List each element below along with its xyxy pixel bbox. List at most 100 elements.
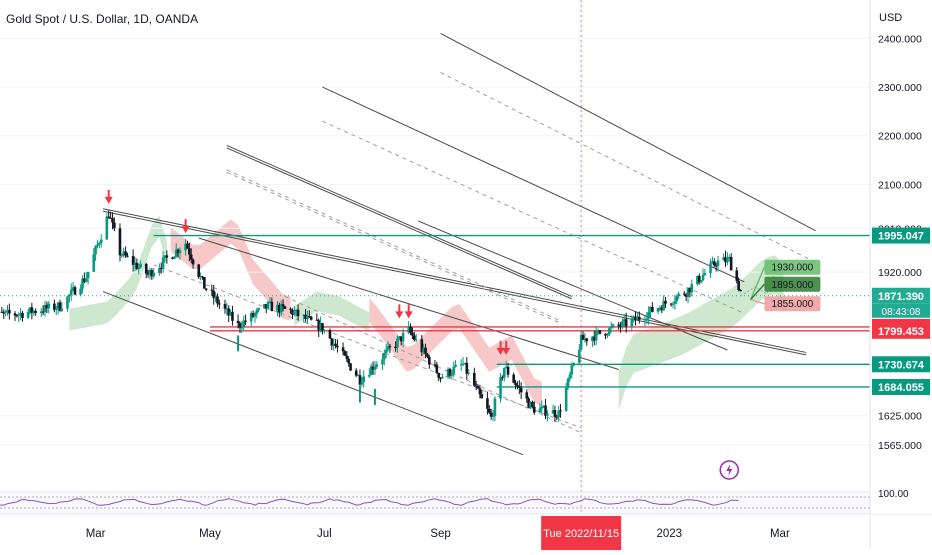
candle-body <box>656 308 660 312</box>
candle <box>251 310 255 318</box>
candle-body <box>191 259 195 265</box>
candle <box>675 295 679 305</box>
target-leader <box>749 266 766 301</box>
candle <box>568 371 572 382</box>
candle <box>343 350 347 356</box>
candle <box>43 300 47 317</box>
candle-body <box>636 316 639 321</box>
candle-body <box>651 306 654 312</box>
candle <box>598 330 602 335</box>
candle <box>544 398 547 420</box>
candle-body <box>557 410 560 418</box>
candle-body <box>343 351 347 356</box>
candle-body <box>637 316 641 320</box>
channel-line <box>102 291 524 456</box>
candle-body <box>433 364 437 366</box>
target-boxes[interactable]: 1930.000 1895.000 1855.000 <box>740 259 821 312</box>
candle <box>293 306 296 317</box>
candle-body <box>476 386 480 389</box>
candle-body <box>111 218 114 223</box>
sell-arrow <box>502 340 511 355</box>
candle-body <box>19 312 22 315</box>
candle <box>279 300 283 317</box>
channel-line <box>103 208 807 353</box>
candle-body <box>283 306 287 309</box>
candle-body <box>137 267 141 269</box>
candle-body <box>658 307 662 309</box>
candle <box>360 376 364 387</box>
candle <box>722 253 725 261</box>
candle <box>231 305 234 326</box>
candle <box>491 410 495 422</box>
lightning-icon[interactable] <box>719 460 740 480</box>
candle <box>283 305 287 310</box>
candle-body <box>289 308 292 310</box>
crosshair-date-badge: Tue 2022/11/15 <box>541 516 622 550</box>
candle-body <box>330 338 334 346</box>
candle <box>489 408 493 420</box>
candle-body <box>609 326 613 329</box>
candle-body <box>257 308 261 311</box>
candle <box>454 360 457 368</box>
candle-body <box>420 339 424 353</box>
candle <box>690 279 694 297</box>
candle <box>581 331 585 340</box>
candle <box>139 260 142 269</box>
candle-body <box>41 311 45 313</box>
candle-body <box>542 405 545 407</box>
candle <box>304 309 307 322</box>
candle-body <box>68 294 71 297</box>
sell-arrow-head <box>395 311 404 319</box>
candle-body <box>135 262 139 269</box>
candle-body <box>278 304 281 313</box>
candle <box>739 289 742 292</box>
candle <box>223 299 227 314</box>
candle <box>553 405 557 422</box>
candle <box>227 305 231 323</box>
price-axis[interactable]: USD2400.0002300.0002200.0002100.0002010.… <box>869 0 932 550</box>
signal-markers <box>104 189 511 405</box>
grid <box>0 0 870 514</box>
candle-body <box>622 319 626 322</box>
candle <box>294 309 298 317</box>
candle-body <box>174 249 178 257</box>
candle-body <box>501 376 504 378</box>
candle <box>516 381 519 390</box>
candle-body <box>293 311 296 315</box>
candle <box>32 309 36 316</box>
candle <box>398 336 401 340</box>
candle-body <box>527 398 530 408</box>
candle-body <box>621 321 624 327</box>
candle <box>649 306 652 318</box>
candle-body <box>384 349 388 353</box>
candle-body <box>690 284 694 293</box>
time-axis[interactable]: 022MarMayJulSep2023MarTue 2022/11/15 <box>0 516 790 550</box>
candle <box>165 250 169 264</box>
candle <box>709 258 712 279</box>
candle <box>341 342 345 356</box>
target-leader <box>750 299 765 305</box>
candle-body <box>165 255 169 258</box>
candle-body <box>664 300 667 304</box>
candle-body <box>32 310 36 314</box>
candle-body <box>517 386 521 388</box>
crosshair-date-text: Tue 2022/11/15 <box>543 528 619 540</box>
candle <box>424 343 427 359</box>
candle-body <box>630 319 634 327</box>
candle <box>174 243 178 258</box>
candle-body <box>480 394 484 399</box>
candle-body <box>568 374 572 379</box>
candle <box>727 254 731 262</box>
oscillator-pane <box>0 491 932 515</box>
candle <box>399 336 403 346</box>
candle-body <box>532 406 536 413</box>
candle-body <box>662 300 665 311</box>
sell-arrow <box>104 189 113 204</box>
candle <box>591 335 594 347</box>
candle-body <box>242 320 246 328</box>
candle <box>53 299 56 313</box>
sell-arrow-head <box>502 347 511 355</box>
x-tick-label: Jul <box>317 528 332 540</box>
